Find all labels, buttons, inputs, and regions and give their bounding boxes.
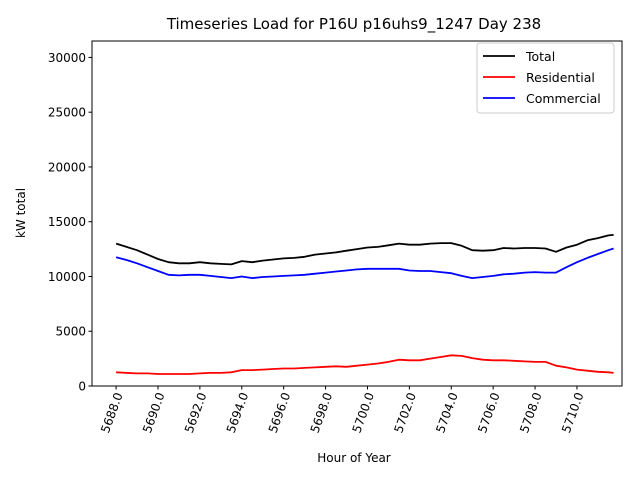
legend: Total Residential Commercial [476,42,615,114]
series-line-commercial [115,247,614,280]
y-tick-label: 25000 [48,106,86,120]
legend-label-total: Total [525,49,555,64]
y-tick-label: 20000 [48,160,86,174]
y-axis: 0 5000 10000 15000 20000 25000 30000 [48,51,92,394]
plot-frame [91,40,623,387]
legend-box [476,42,615,114]
y-tick-label: 15000 [48,215,86,229]
y-tick-label: 10000 [48,270,86,284]
y-axis-label: kW total [14,188,28,238]
x-axis-label: Hour of Year [317,451,391,465]
y-tick-label: 5000 [55,325,86,339]
legend-label-residential: Residential [526,70,595,85]
chart-title: Timeseries Load for P16U p16uhs9_1247 Da… [166,15,541,34]
y-tick-label: 0 [78,380,86,394]
y-tick-label: 30000 [48,51,86,65]
plot-lines [115,234,614,375]
legend-label-commercial: Commercial [526,91,601,106]
series-line-total [115,234,614,266]
series-line-residential [116,354,614,375]
